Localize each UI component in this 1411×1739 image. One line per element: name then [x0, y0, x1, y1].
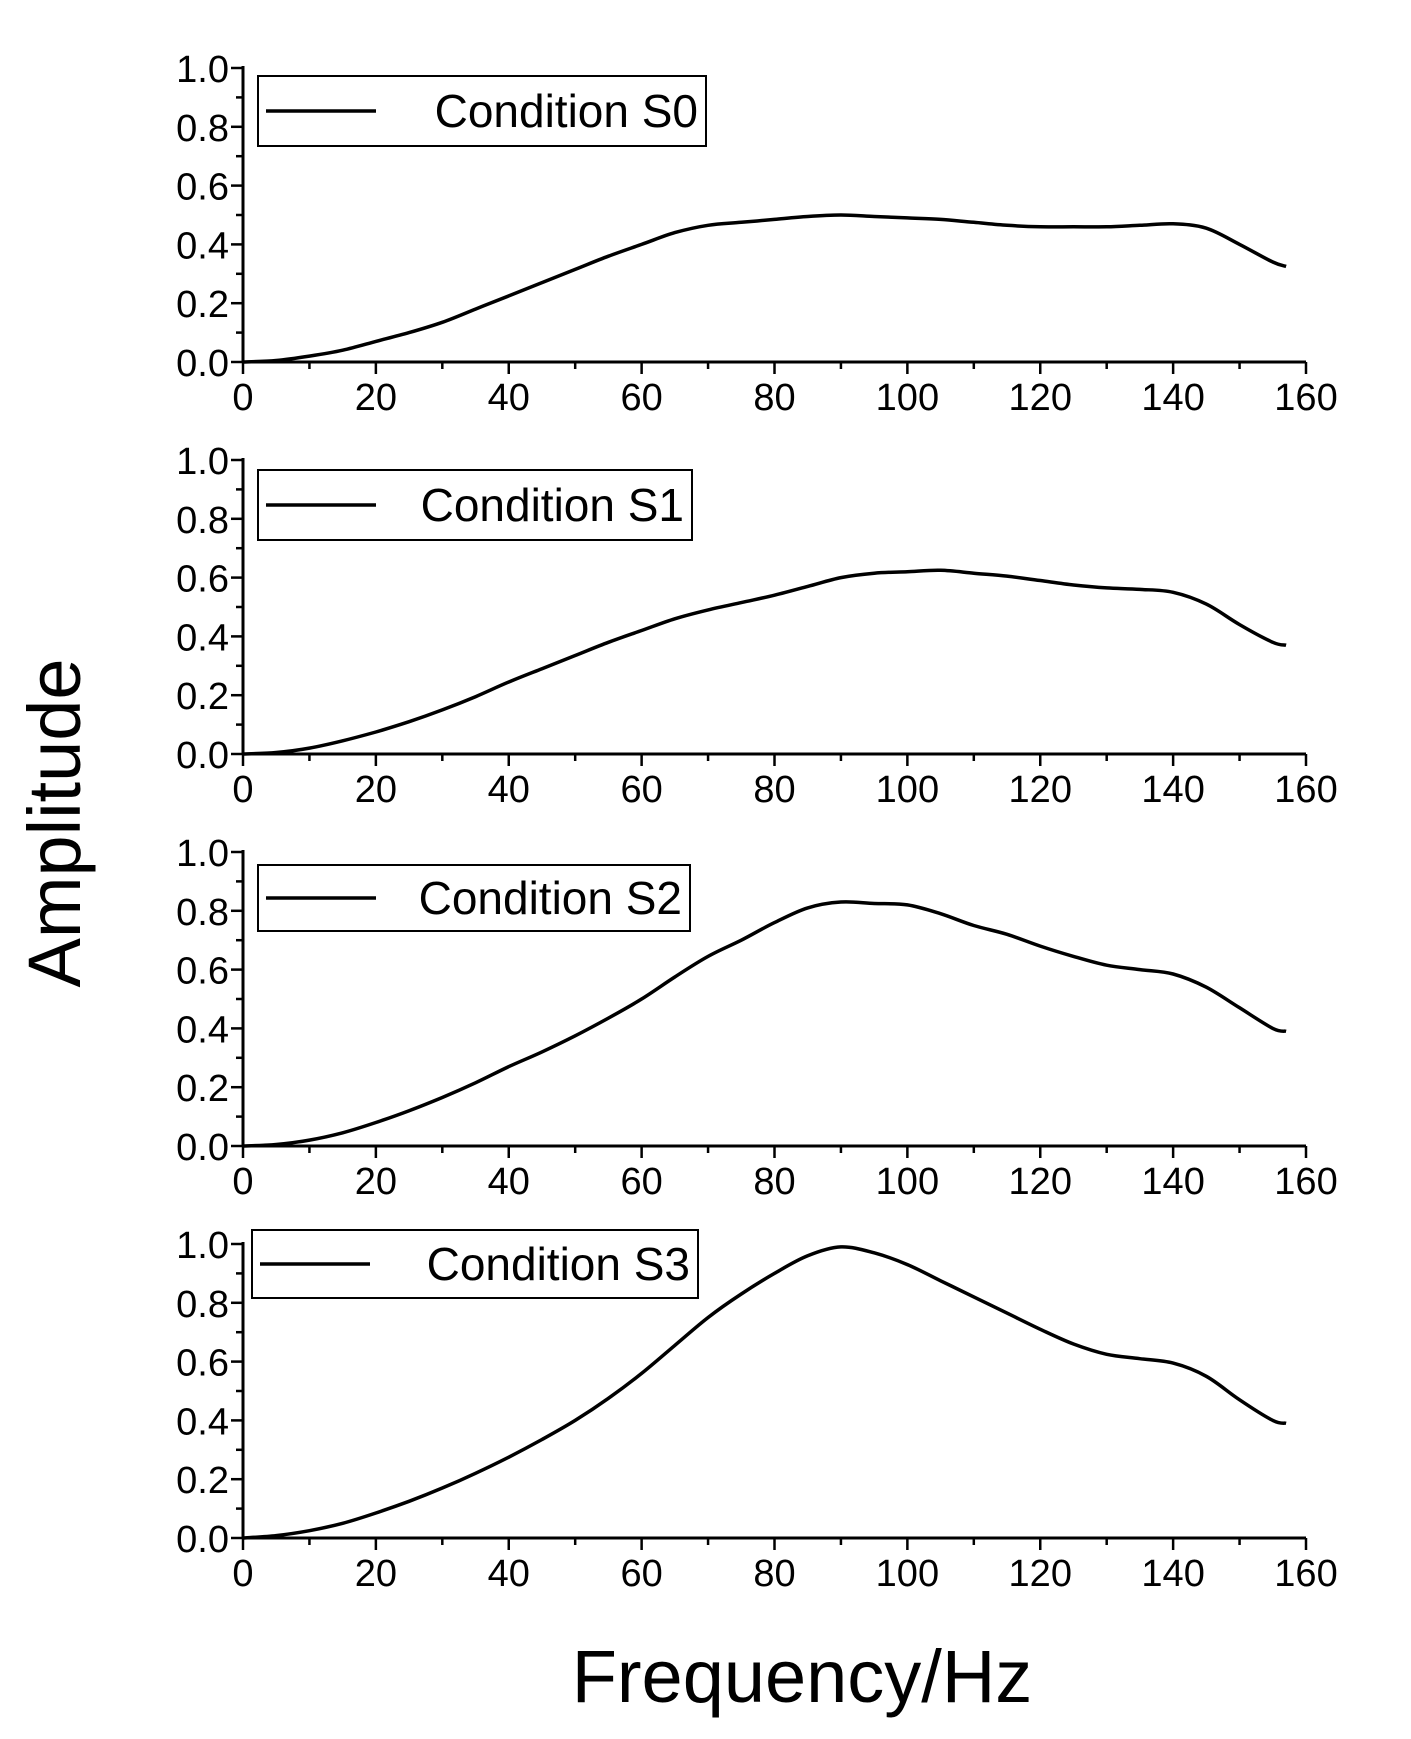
series-line — [242, 568, 1287, 756]
x-tick-label: 120 — [1009, 1553, 1072, 1595]
series-line — [242, 900, 1287, 1148]
x-tick-label: 60 — [620, 1553, 662, 1595]
y-tick-label: 0.2 — [176, 1460, 229, 1502]
panel-3: 0 20 40 60 80 100 120 140 160 0.0 0.2 0.4 0.6 0.8 1.0 C… — [176, 1225, 1338, 1595]
x-tick-label: 0 — [232, 1553, 253, 1595]
y-tick-label: 0.6 — [176, 951, 229, 993]
x-tick-label: 40 — [488, 377, 530, 419]
series-line — [242, 213, 1287, 364]
y-tick-label: 0.4 — [176, 1401, 229, 1443]
x-tick-label: 40 — [488, 1161, 530, 1203]
x-tick-label: 120 — [1009, 769, 1072, 811]
chart-panels: 0 20 40 60 80 100 120 140 160 0.0 0.2 0.4 0.6 0.8 1.0 C… — [176, 49, 1338, 1595]
legend-label: Condition S3 — [427, 1238, 690, 1290]
y-tick-label: 0.2 — [176, 1068, 229, 1110]
x-tick-label: 20 — [355, 377, 397, 419]
y-tick-label: 0.8 — [176, 892, 229, 934]
x-tick-label: 0 — [232, 769, 253, 811]
legend: Condition S2 — [257, 864, 691, 932]
x-tick-label: 0 — [232, 1161, 253, 1203]
y-tick-label: 0.0 — [176, 735, 229, 777]
x-axis-title: Frequency/Hz — [572, 1635, 1033, 1718]
x-tick-label: 80 — [753, 1553, 795, 1595]
x-tick-label: 60 — [620, 1161, 662, 1203]
x-tick-label: 140 — [1141, 1553, 1204, 1595]
x-tick-label: 40 — [488, 1553, 530, 1595]
x-tick-label: 160 — [1274, 1553, 1337, 1595]
y-tick-label: 0.4 — [176, 617, 229, 659]
y-tick-label: 0.0 — [176, 1127, 229, 1169]
x-tick-label: 120 — [1009, 377, 1072, 419]
y-tick-label: 0.2 — [176, 284, 229, 326]
y-tick-label: 0.0 — [176, 343, 229, 385]
legend: Condition S0 — [257, 75, 707, 147]
x-tick-label: 20 — [355, 1553, 397, 1595]
x-tick-label: 20 — [355, 1161, 397, 1203]
x-tick-label: 80 — [753, 1161, 795, 1203]
x-tick-label: 120 — [1009, 1161, 1072, 1203]
series-line — [242, 1245, 1287, 1540]
x-tick-label: 100 — [876, 377, 939, 419]
y-tick-label: 0.4 — [176, 225, 229, 267]
x-tick-label: 160 — [1274, 1161, 1337, 1203]
y-tick-label: 0.6 — [176, 1343, 229, 1385]
y-tick-label: 0.8 — [176, 1284, 229, 1326]
x-tick-label: 80 — [753, 377, 795, 419]
x-tick-label: 140 — [1141, 769, 1204, 811]
panel-2: 0 20 40 60 80 100 120 140 160 0.0 0.2 0.4 0.6 0.8 1.0 C… — [176, 833, 1338, 1203]
x-tick-label: 20 — [355, 769, 397, 811]
y-tick-label: 0.8 — [176, 108, 229, 150]
x-tick-label: 160 — [1274, 377, 1337, 419]
x-tick-label: 60 — [620, 769, 662, 811]
x-tick-label: 60 — [620, 377, 662, 419]
legend-label: Condition S1 — [421, 479, 684, 531]
legend: Condition S3 — [251, 1229, 699, 1299]
legend-label: Condition S0 — [435, 85, 698, 137]
x-tick-label: 100 — [876, 769, 939, 811]
y-tick-label: 0.0 — [176, 1519, 229, 1561]
y-tick-label: 0.4 — [176, 1009, 229, 1051]
legend-label: Condition S2 — [419, 872, 682, 924]
y-tick-label: 1.0 — [176, 1225, 229, 1267]
x-tick-label: 100 — [876, 1161, 939, 1203]
y-tick-label: 1.0 — [176, 49, 229, 91]
y-tick-label: 0.8 — [176, 500, 229, 542]
y-tick-label: 0.6 — [176, 559, 229, 601]
y-tick-label: 1.0 — [176, 441, 229, 483]
x-tick-label: 100 — [876, 1553, 939, 1595]
x-tick-label: 140 — [1141, 377, 1204, 419]
x-tick-label: 80 — [753, 769, 795, 811]
x-tick-label: 160 — [1274, 769, 1337, 811]
y-tick-label: 0.6 — [176, 167, 229, 209]
x-tick-label: 0 — [232, 377, 253, 419]
x-tick-label: 140 — [1141, 1161, 1204, 1203]
y-axis-title: Amplitude — [13, 658, 96, 987]
y-tick-label: 0.2 — [176, 676, 229, 718]
x-tick-label: 40 — [488, 769, 530, 811]
panel-0: 0 20 40 60 80 100 120 140 160 0.0 0.2 0.4 0.6 0.8 1.0 C… — [176, 49, 1338, 419]
legend: Condition S1 — [257, 469, 693, 541]
panel-1: 0 20 40 60 80 100 120 140 160 0.0 0.2 0.4 0.6 0.8 1.0 C… — [176, 441, 1338, 811]
y-tick-label: 1.0 — [176, 833, 229, 875]
